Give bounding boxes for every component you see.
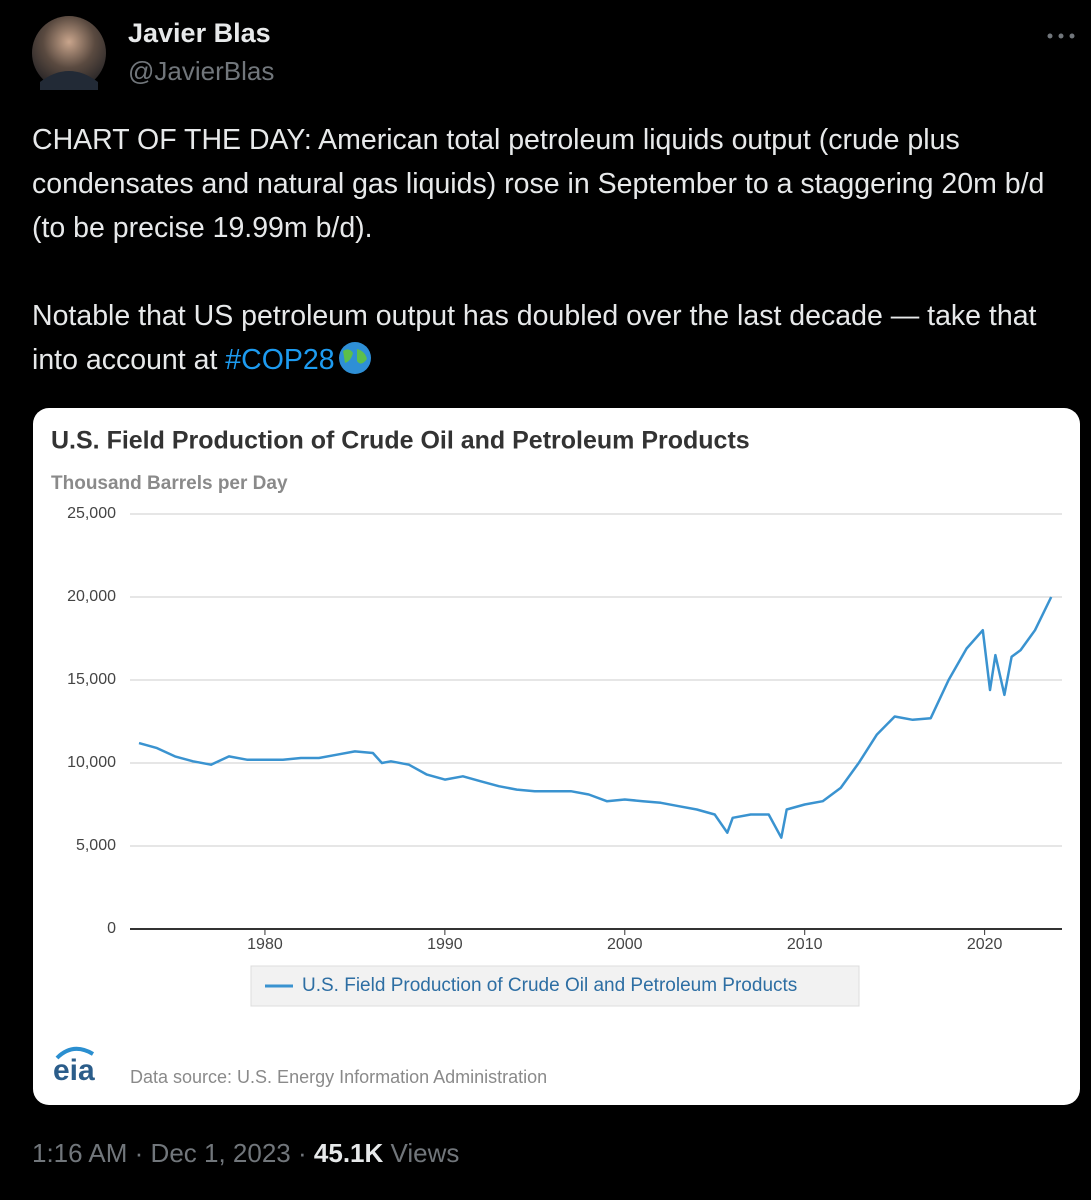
x-tick-label: 2010 — [787, 936, 823, 953]
author-name[interactable]: Javier Blas — [128, 18, 271, 48]
chart-title: U.S. Field Production of Crude Oil and P… — [51, 427, 750, 455]
more-menu[interactable] — [1046, 30, 1076, 42]
date[interactable]: Dec 1, 2023 — [150, 1138, 291, 1168]
y-tick-label: 15,000 — [67, 671, 116, 688]
avatar[interactable] — [32, 16, 106, 90]
cop28-emoji — [338, 342, 371, 374]
x-tick-label: 2020 — [967, 936, 1003, 953]
x-tick-label: 1990 — [427, 936, 463, 953]
separator: · — [298, 1138, 307, 1168]
y-tick-label: 25,000 — [67, 505, 116, 522]
x-tick-label: 2000 — [607, 936, 643, 953]
paragraph-text: Notable that US petroleum output has dou… — [32, 300, 1037, 376]
time[interactable]: 1:16 AM — [32, 1138, 128, 1168]
tweet-footer: 1:16 AM · Dec 1, 2023 · 45.1K Views — [32, 1138, 459, 1169]
chart-card[interactable]: U.S. Field Production of Crude Oil and P… — [33, 408, 1080, 1105]
logo-swoosh — [55, 1046, 95, 1060]
y-tick-label: 10,000 — [67, 754, 116, 771]
separator: · — [134, 1138, 144, 1168]
views-label: Views — [390, 1138, 460, 1168]
views-count: 45.1K — [313, 1138, 384, 1168]
legend-box — [250, 965, 860, 1007]
y-tick-label: 20,000 — [67, 588, 116, 605]
y-tick-label: 0 — [107, 920, 116, 937]
hashtag[interactable]: #COP28 — [225, 344, 335, 376]
logo: eia — [53, 1054, 95, 1087]
tweet-text: CHART OF THE DAY: American total petrole… — [32, 118, 1084, 426]
x-tick-label: 1980 — [247, 936, 283, 953]
paragraph: CHART OF THE DAY: American total petrole… — [32, 124, 1045, 244]
paragraph: Notable that US petroleum output has dou… — [32, 294, 1084, 382]
y-tick-label: 5,000 — [76, 837, 116, 854]
chart: U.S. Field Production of Crude Oil and P… — [51, 427, 1062, 1087]
y-axis-label: Thousand Barrels per Day — [51, 473, 288, 494]
data-line — [138, 596, 1053, 839]
data-source: Data source: U.S. Energy Information Adm… — [130, 1067, 547, 1087]
author-handle[interactable]: @JavierBlas — [128, 56, 275, 86]
legend-label: U.S. Field Production of Crude Oil and P… — [302, 975, 797, 996]
